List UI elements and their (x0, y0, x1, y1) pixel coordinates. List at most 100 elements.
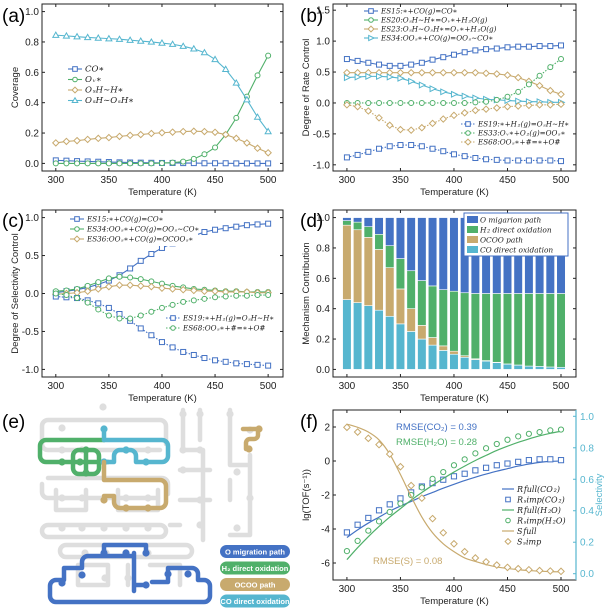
data-point (105, 160, 112, 167)
data-point (95, 279, 102, 286)
legend-label: ES68:OO ₛ∗+#=∗+O# (477, 138, 560, 147)
inactive-node (101, 574, 109, 582)
data-point (105, 34, 113, 42)
series-5 (343, 56, 565, 106)
data-point (343, 101, 351, 109)
y-tick-label: -6 (321, 559, 330, 570)
data-point (536, 456, 543, 463)
data-point (386, 508, 393, 516)
bar-segment (395, 323, 406, 370)
data-point (63, 292, 70, 299)
legend-label: S ₛimp (517, 538, 541, 547)
series-0 (52, 220, 272, 296)
data-point (343, 74, 352, 82)
legend-label: ES15:∗+CO(g)=CO∗ (380, 7, 458, 16)
data-point (472, 467, 479, 474)
data-point (52, 290, 59, 297)
bar-segment (406, 217, 416, 272)
bar-segment (438, 350, 448, 370)
data-point (148, 160, 155, 167)
bar-segment (427, 337, 438, 346)
series-line (346, 430, 562, 561)
x-tick-label: 400 (154, 175, 171, 186)
x-tick-label: 450 (499, 584, 516, 595)
data-point (233, 360, 240, 367)
bar-segment (460, 356, 470, 370)
data-point (397, 495, 404, 502)
bar-segment (524, 293, 534, 367)
x-axis-label: Temperature (K) (420, 187, 489, 198)
data-point (94, 34, 103, 41)
y-tick-label: 0.5 (316, 68, 330, 79)
data-point (343, 423, 351, 432)
data-point (547, 456, 554, 463)
series-line (346, 103, 562, 131)
data-point (158, 339, 165, 346)
legend-marker (367, 25, 375, 33)
chart-a: 300 350 400 450 500 0.0 0.2 0.4 0.6 0.8 1.0 Tempera… (10, 3, 284, 198)
data-point (492, 70, 501, 78)
bar-segment (406, 331, 416, 370)
legend-pill (220, 594, 290, 608)
bar-segment (438, 345, 448, 351)
data-point (515, 458, 522, 465)
data-point (429, 85, 438, 93)
x-tick-label: 400 (446, 584, 463, 595)
bar-segment (342, 299, 352, 370)
data-point (365, 148, 372, 155)
series-4 (343, 142, 565, 165)
data-point (472, 99, 479, 106)
bar-segment (363, 305, 373, 370)
data-point (115, 132, 124, 141)
x-tick-label: 350 (392, 175, 409, 186)
y-right-tick-label: 0.8 (580, 443, 594, 454)
bar-segment (556, 366, 566, 370)
inactive-node (99, 403, 107, 411)
legend-label: ES68:OO ₛ∗+#=∗+O# (182, 324, 265, 333)
x-tick-label: 300 (47, 175, 64, 186)
legend-label: O ᵥ∗ (85, 75, 102, 85)
legend-pill-label: O migration path (225, 547, 285, 556)
x-tick-label: 500 (260, 381, 277, 392)
panel-label: (b) (300, 6, 323, 27)
data-point (105, 282, 113, 291)
data-point (222, 225, 229, 232)
legend: R full(CO ₂) R ₛimp(CO ₂)R full(H ₂O) R ₛi… (502, 485, 566, 547)
y-tick-label: 1.0 (316, 37, 330, 48)
x-tick-label: 500 (553, 381, 570, 392)
bar-segment (385, 267, 395, 317)
data-point (343, 529, 351, 536)
data-point (353, 428, 362, 436)
data-point (63, 160, 70, 167)
data-point (264, 127, 273, 135)
x-axis-label: Temperature (K) (128, 393, 197, 404)
series-1 (52, 52, 272, 167)
data-point (492, 104, 501, 112)
bar-segment (374, 249, 384, 311)
data-point (408, 142, 415, 149)
bar-segment (342, 217, 352, 221)
legend-label: R full(CO ₂) (516, 485, 560, 494)
data-point (265, 220, 272, 227)
data-point (190, 127, 198, 136)
x-tick-label: 350 (392, 381, 409, 392)
data-point (493, 462, 500, 469)
data-point (148, 251, 155, 258)
data-point (439, 528, 448, 537)
data-point (418, 484, 425, 491)
data-point (482, 69, 490, 78)
data-point (492, 561, 501, 569)
data-point (343, 154, 350, 161)
data-point (503, 563, 512, 572)
bar-segment (395, 217, 406, 259)
x-tick-label: 400 (446, 175, 463, 186)
inactive-node (226, 410, 234, 418)
inactive-node (122, 494, 130, 502)
bar-segment (353, 302, 363, 370)
data-point (127, 315, 134, 322)
data-point (127, 160, 134, 167)
data-point (557, 426, 565, 433)
legend-marker (505, 517, 511, 524)
data-point (136, 282, 145, 290)
data-point (536, 157, 543, 164)
